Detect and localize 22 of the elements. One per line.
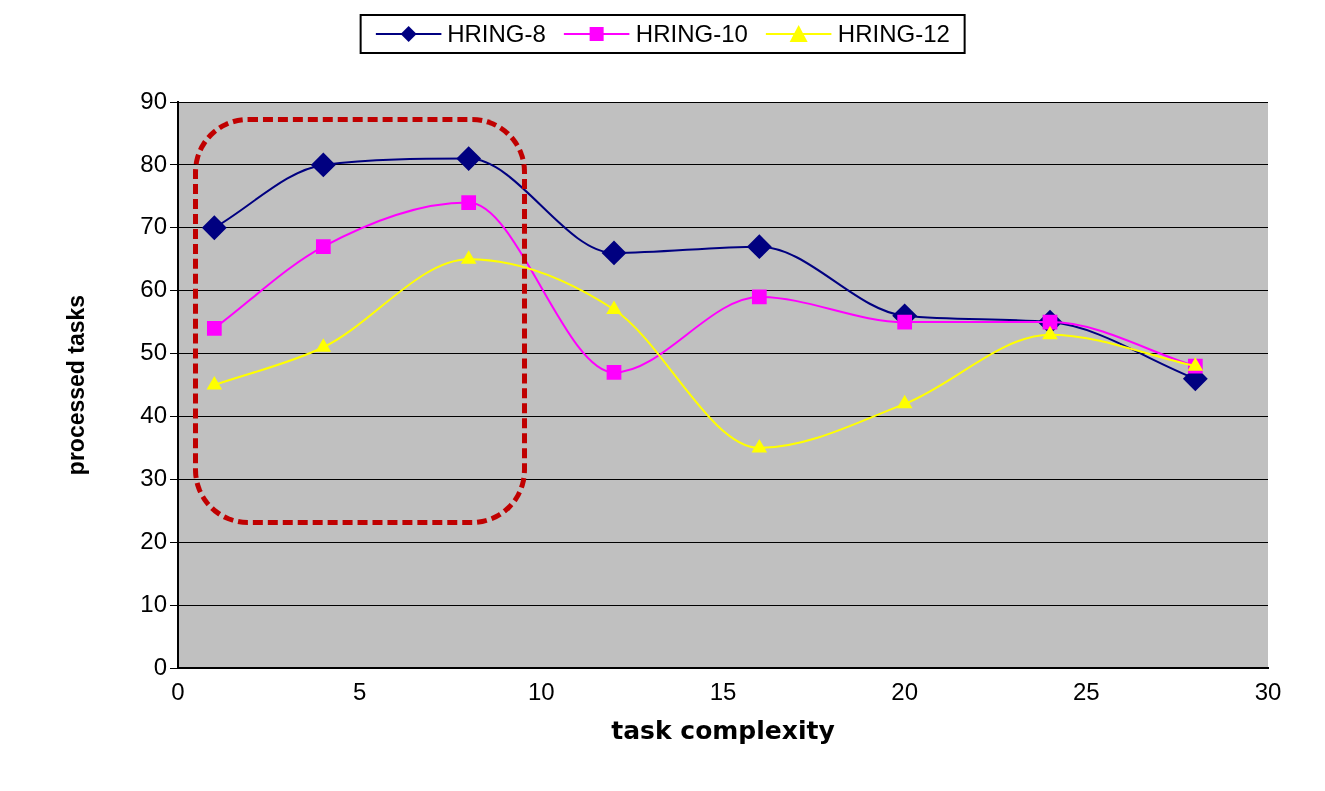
y-tick-label: 60 (140, 275, 167, 303)
x-tick-label: 5 (352, 678, 367, 706)
legend-label: HRING-12 (837, 20, 950, 48)
y-tick-label: 0 (153, 652, 167, 680)
x-axis-title: task complexity (611, 715, 835, 745)
x-tick-label: 15 (709, 678, 737, 706)
y-tick-label: 80 (140, 149, 167, 177)
y-axis-title: processed tasks (63, 294, 90, 476)
legend-label: HRING-8 (447, 20, 546, 48)
y-tick-label: 50 (140, 338, 167, 366)
y-tick-label: 70 (140, 212, 167, 240)
y-tick-label: 40 (140, 401, 167, 429)
x-tick-label: 25 (1072, 678, 1100, 706)
x-tick-label: 10 (527, 678, 555, 706)
y-tick-label: 30 (140, 463, 167, 491)
x-tick-label: 20 (891, 678, 919, 706)
legend-label: HRING-10 (635, 20, 748, 48)
y-tick-label: 20 (140, 526, 167, 554)
y-tick-label: 90 (140, 86, 167, 114)
x-tick-label: 0 (171, 678, 185, 706)
y-tick-label: 10 (140, 589, 167, 617)
x-tick-label: 30 (1254, 678, 1282, 706)
